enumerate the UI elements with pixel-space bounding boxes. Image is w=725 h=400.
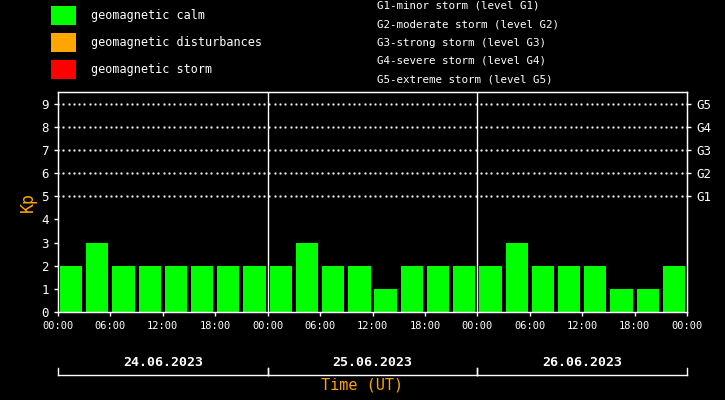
- Bar: [51, 60, 76, 79]
- Text: G2-moderate storm (level G2): G2-moderate storm (level G2): [377, 19, 559, 29]
- Text: Time (UT): Time (UT): [321, 378, 404, 393]
- Bar: [479, 266, 502, 312]
- Bar: [191, 266, 213, 312]
- Bar: [270, 266, 292, 312]
- Text: G1-minor storm (level G1): G1-minor storm (level G1): [377, 1, 539, 11]
- Bar: [531, 266, 554, 312]
- Bar: [165, 266, 187, 312]
- Bar: [610, 289, 633, 312]
- Bar: [401, 266, 423, 312]
- Text: 24.06.2023: 24.06.2023: [123, 356, 203, 368]
- Text: 25.06.2023: 25.06.2023: [333, 356, 413, 368]
- Bar: [453, 266, 476, 312]
- Bar: [505, 242, 528, 312]
- Bar: [584, 266, 606, 312]
- Bar: [244, 266, 265, 312]
- Bar: [112, 266, 135, 312]
- Bar: [51, 33, 76, 52]
- Bar: [348, 266, 370, 312]
- Bar: [296, 242, 318, 312]
- Bar: [427, 266, 450, 312]
- Y-axis label: Kp: Kp: [20, 192, 37, 212]
- Bar: [637, 289, 659, 312]
- Bar: [375, 289, 397, 312]
- Text: G4-severe storm (level G4): G4-severe storm (level G4): [377, 56, 546, 66]
- Bar: [60, 266, 82, 312]
- Bar: [218, 266, 239, 312]
- Bar: [51, 6, 76, 25]
- Text: geomagnetic calm: geomagnetic calm: [91, 9, 204, 22]
- Bar: [322, 266, 344, 312]
- Text: geomagnetic storm: geomagnetic storm: [91, 63, 212, 76]
- Text: 26.06.2023: 26.06.2023: [542, 356, 622, 368]
- Bar: [663, 266, 685, 312]
- Text: G5-extreme storm (level G5): G5-extreme storm (level G5): [377, 74, 552, 84]
- Text: geomagnetic disturbances: geomagnetic disturbances: [91, 36, 262, 49]
- Bar: [86, 242, 109, 312]
- Bar: [558, 266, 580, 312]
- Bar: [138, 266, 161, 312]
- Text: G3-strong storm (level G3): G3-strong storm (level G3): [377, 38, 546, 48]
